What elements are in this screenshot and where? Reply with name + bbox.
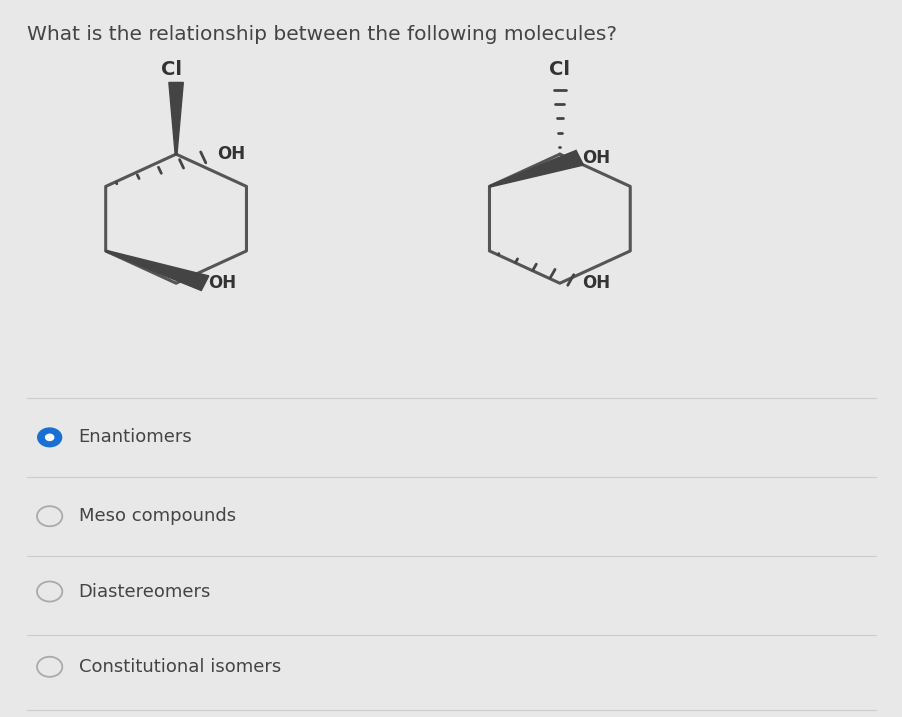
Text: Constitutional isomers: Constitutional isomers [78, 657, 281, 676]
Text: Cl: Cl [548, 60, 570, 79]
Text: Enantiomers: Enantiomers [78, 428, 192, 447]
Circle shape [37, 506, 62, 526]
Circle shape [37, 581, 62, 602]
Text: OH: OH [207, 274, 235, 293]
Polygon shape [489, 151, 583, 187]
Text: OH: OH [582, 148, 610, 167]
Circle shape [37, 657, 62, 677]
Text: Diastereomers: Diastereomers [78, 582, 211, 601]
Text: What is the relationship between the following molecules?: What is the relationship between the fol… [27, 25, 616, 44]
Polygon shape [169, 82, 183, 154]
Circle shape [45, 434, 54, 441]
Text: Cl: Cl [161, 60, 182, 79]
Circle shape [37, 427, 62, 447]
Text: Meso compounds: Meso compounds [78, 507, 235, 526]
Text: OH: OH [582, 274, 610, 293]
Polygon shape [106, 250, 208, 290]
Text: OH: OH [216, 145, 244, 163]
